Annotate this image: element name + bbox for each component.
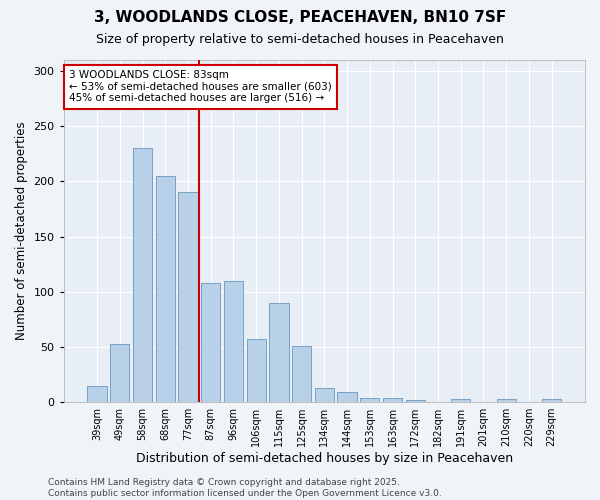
Bar bbox=[542, 399, 562, 402]
Bar bbox=[451, 399, 470, 402]
Bar bbox=[497, 399, 516, 402]
Bar bbox=[360, 398, 379, 402]
Bar bbox=[178, 192, 197, 402]
Text: Size of property relative to semi-detached houses in Peacehaven: Size of property relative to semi-detach… bbox=[96, 32, 504, 46]
Text: 3, WOODLANDS CLOSE, PEACEHAVEN, BN10 7SF: 3, WOODLANDS CLOSE, PEACEHAVEN, BN10 7SF bbox=[94, 10, 506, 25]
Bar bbox=[337, 392, 357, 402]
Bar bbox=[406, 400, 425, 402]
X-axis label: Distribution of semi-detached houses by size in Peacehaven: Distribution of semi-detached houses by … bbox=[136, 452, 513, 465]
Bar bbox=[133, 148, 152, 402]
Text: 3 WOODLANDS CLOSE: 83sqm
← 53% of semi-detached houses are smaller (603)
45% of : 3 WOODLANDS CLOSE: 83sqm ← 53% of semi-d… bbox=[69, 70, 332, 104]
Bar bbox=[155, 176, 175, 402]
Bar bbox=[110, 344, 130, 402]
Bar bbox=[269, 303, 289, 402]
Bar bbox=[201, 283, 220, 402]
Bar bbox=[247, 340, 266, 402]
Bar bbox=[383, 398, 402, 402]
Text: Contains HM Land Registry data © Crown copyright and database right 2025.
Contai: Contains HM Land Registry data © Crown c… bbox=[48, 478, 442, 498]
Bar bbox=[224, 281, 243, 402]
Bar bbox=[88, 386, 107, 402]
Bar bbox=[292, 346, 311, 402]
Y-axis label: Number of semi-detached properties: Number of semi-detached properties bbox=[15, 122, 28, 340]
Bar bbox=[314, 388, 334, 402]
